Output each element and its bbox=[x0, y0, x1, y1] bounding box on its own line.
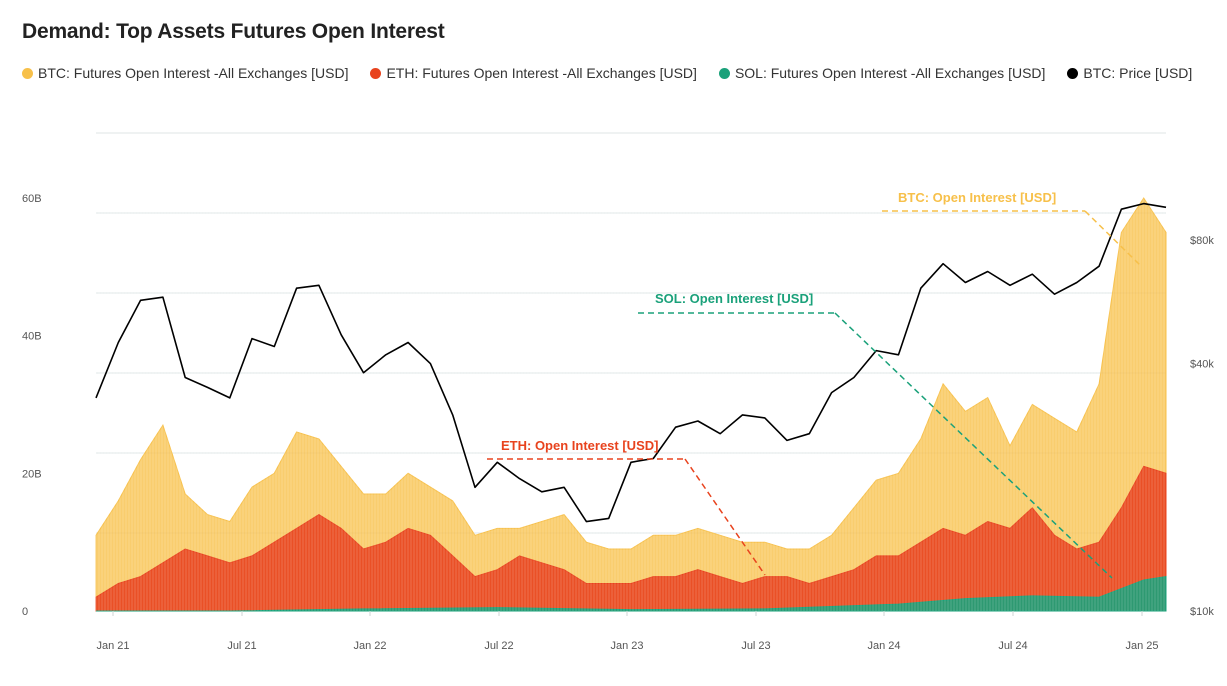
annotation-label: BTC: Open Interest [USD] bbox=[898, 190, 1056, 205]
x-tick-label: Jul 23 bbox=[741, 640, 770, 652]
y-axis-left: 0 20B 40B 60B bbox=[22, 193, 42, 618]
annotation-label: SOL: Open Interest [USD] bbox=[655, 291, 813, 306]
legend-label-btc-price: BTC: Price [USD] bbox=[1083, 65, 1193, 81]
y-right-tick-label: $10k bbox=[1190, 606, 1214, 618]
y-axis-right: $10k $40k $80k bbox=[1190, 235, 1214, 618]
x-tick-label: Jan 24 bbox=[867, 640, 900, 652]
x-tick-label: Jul 21 bbox=[227, 640, 256, 652]
annotation-leader bbox=[834, 312, 1113, 579]
x-tick-label: Jul 22 bbox=[484, 640, 513, 652]
btc-oi-area bbox=[95, 197, 1167, 612]
y-left-tick-label: 20B bbox=[22, 468, 42, 480]
eth-oi-area bbox=[95, 465, 1167, 612]
y-left-tick-label: 60B bbox=[22, 193, 42, 205]
legend-label-btc-oi: BTC: Futures Open Interest -All Exchange… bbox=[38, 65, 349, 81]
series-areas bbox=[95, 140, 1167, 612]
legend-item-btc-price[interactable]: BTC: Price [USD] bbox=[1067, 65, 1192, 81]
y-left-tick-label: 40B bbox=[22, 331, 42, 343]
annotation-leader bbox=[1084, 210, 1141, 266]
annotation-leader bbox=[684, 458, 766, 576]
x-tick-label: Jan 25 bbox=[1125, 640, 1158, 652]
legend-swatch-eth-oi bbox=[370, 67, 382, 79]
legend-swatch-btc-price bbox=[1067, 67, 1079, 79]
legend-item-btc-oi[interactable]: BTC: Futures Open Interest -All Exchange… bbox=[22, 65, 348, 81]
x-tick-label: Jan 22 bbox=[353, 640, 386, 652]
y-right-tick-label: $80k bbox=[1190, 235, 1214, 247]
legend-item-eth-oi[interactable]: ETH: Futures Open Interest -All Exchange… bbox=[370, 65, 697, 81]
y-left-tick-label: 0 bbox=[22, 606, 28, 618]
legend-item-sol-oi[interactable]: SOL: Futures Open Interest -All Exchange… bbox=[718, 65, 1046, 81]
legend-label-eth-oi: ETH: Futures Open Interest -All Exchange… bbox=[386, 65, 697, 81]
btc-price-series bbox=[95, 202, 1167, 523]
annotations: BTC: Open Interest [USD] SOL: Open Intere… bbox=[487, 190, 1141, 579]
legend: BTC: Futures Open Interest -All Exchange… bbox=[22, 65, 1192, 81]
y-right-tick-label: $40k bbox=[1190, 359, 1214, 371]
x-tick-label: Jan 23 bbox=[610, 640, 643, 652]
chart-title: Demand: Top Assets Futures Open Interest bbox=[22, 20, 445, 43]
annotation-label: ETH: Open Interest [USD] bbox=[501, 438, 658, 453]
x-axis: Jan 21 Jul 21 Jan 22 Jul 22 Jan 23 Jul 23 Jan … bbox=[96, 611, 1159, 652]
legend-label-sol-oi: SOL: Futures Open Interest -All Exchange… bbox=[734, 65, 1046, 81]
legend-swatch-btc-oi bbox=[22, 67, 33, 79]
sol-oi-area bbox=[96, 576, 1167, 612]
legend-swatch-sol-oi bbox=[718, 67, 730, 79]
x-tick-label: Jan 21 bbox=[96, 640, 129, 652]
x-tick-label: Jul 24 bbox=[998, 640, 1027, 652]
